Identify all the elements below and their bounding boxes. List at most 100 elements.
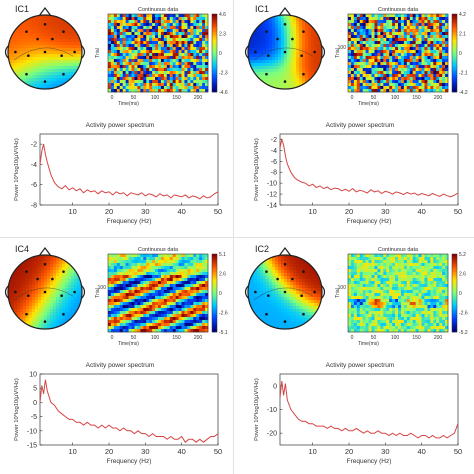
data-cell — [362, 83, 366, 87]
topo-cell — [17, 327, 21, 329]
topo-cell — [257, 30, 261, 34]
topo-cell — [62, 264, 66, 268]
data-cell — [178, 26, 182, 30]
data-cell — [155, 44, 159, 48]
data-cell — [392, 47, 396, 51]
topo-cell — [32, 267, 36, 271]
data-cell — [199, 266, 203, 270]
topo-cell — [65, 27, 69, 31]
data-cell — [158, 89, 162, 93]
topo-cell — [47, 294, 51, 298]
topo-cell — [296, 66, 300, 70]
data-cell — [172, 50, 176, 54]
data-cell — [199, 317, 203, 321]
data-cell — [134, 284, 138, 288]
topo-cell — [260, 75, 264, 79]
topo-cell — [26, 24, 30, 28]
data-cell — [418, 26, 422, 30]
topo-cell — [23, 303, 27, 307]
data-cell — [406, 86, 411, 90]
data-cell — [353, 56, 358, 60]
topo-cell — [20, 84, 24, 88]
data-cell — [108, 305, 112, 309]
data-cell — [383, 59, 387, 63]
electrode-dot — [62, 72, 65, 76]
topo-cell — [50, 42, 54, 46]
topo-cell — [35, 84, 39, 88]
data-cell — [146, 308, 150, 312]
topo-cell — [65, 288, 69, 292]
data-cell — [178, 257, 182, 261]
topo-cell — [8, 327, 12, 329]
data-cell — [116, 56, 121, 60]
topo-cell — [47, 273, 51, 277]
data-cell — [119, 41, 124, 45]
topo-cell — [281, 75, 285, 79]
topo-cell — [35, 39, 39, 43]
data-cell — [131, 317, 135, 321]
topo-cell — [71, 267, 75, 271]
data-cell — [169, 284, 174, 288]
data-cell — [374, 32, 378, 36]
data-cell — [365, 68, 369, 72]
data-cell — [175, 254, 179, 258]
topo-cell — [275, 18, 279, 22]
electrode-dot — [265, 30, 268, 33]
data-cell — [110, 326, 115, 330]
topo-cell — [56, 288, 60, 292]
data-cell — [146, 17, 150, 21]
topo-cell — [293, 273, 297, 277]
topo-cell — [248, 54, 252, 58]
data-cell — [143, 77, 147, 81]
topo-cell — [44, 54, 48, 58]
topo-cell — [23, 264, 27, 268]
topo-cell — [35, 315, 39, 319]
topo-cell — [23, 36, 27, 40]
data-cell — [415, 47, 419, 51]
data-cell — [172, 278, 176, 282]
topo-cell — [53, 288, 57, 292]
topo-cell — [299, 48, 303, 52]
data-cell — [172, 71, 176, 75]
topo-cell — [296, 39, 300, 43]
topo-cell — [320, 15, 322, 19]
topo-cell — [56, 309, 60, 313]
topo-cell — [275, 51, 279, 55]
spectrum-frame — [39, 373, 219, 446]
topo-cell — [251, 24, 255, 28]
topo-cell — [251, 63, 255, 67]
topo-cell — [305, 24, 309, 28]
data-cell — [196, 266, 200, 270]
colorbar-segment — [452, 84, 457, 88]
data-cell — [163, 83, 168, 87]
data-cell — [137, 53, 141, 57]
topo-cell — [17, 294, 21, 298]
data-cell — [442, 38, 446, 42]
topo-cell — [269, 75, 273, 79]
topo-cell — [11, 282, 15, 286]
data-cell — [140, 89, 144, 93]
topo-cell — [269, 36, 273, 40]
data-cell — [128, 14, 132, 18]
topo-cell — [23, 21, 27, 25]
colorbar-segment — [212, 84, 217, 88]
data-cell — [403, 29, 408, 33]
topo-cell — [44, 18, 48, 22]
data-cell — [110, 35, 115, 39]
data-cell — [108, 314, 112, 318]
data-cell — [125, 29, 129, 33]
topo-cell — [44, 24, 48, 28]
topo-cell — [260, 255, 264, 259]
data-cell — [140, 284, 144, 288]
data-cell — [175, 50, 179, 54]
topo-cell — [50, 309, 54, 313]
data-cell — [160, 17, 165, 21]
data-cell — [152, 272, 156, 276]
topo-cell — [20, 39, 24, 43]
data-cell — [146, 89, 150, 93]
data-cell — [356, 71, 361, 75]
topo-cell — [317, 81, 321, 85]
data-cell — [146, 77, 150, 81]
data-cell — [418, 83, 422, 87]
topo-cell — [317, 258, 321, 262]
